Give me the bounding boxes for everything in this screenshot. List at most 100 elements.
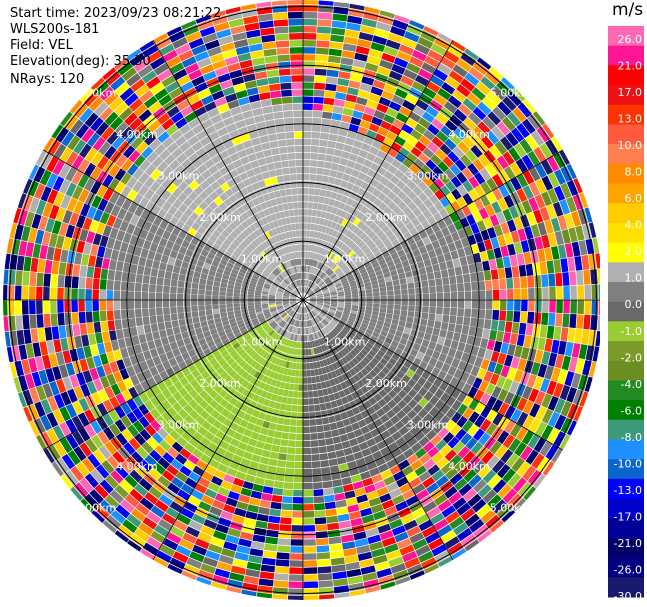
ppi-gate xyxy=(346,568,362,578)
ppi-gate xyxy=(207,148,219,159)
ppi-gate xyxy=(295,305,300,312)
ppi-gate xyxy=(71,288,78,300)
ppi-gate xyxy=(212,452,224,463)
ppi-gate xyxy=(293,482,303,490)
ppi-gate xyxy=(421,219,431,230)
ppi-gate xyxy=(8,315,16,331)
ppi-gate xyxy=(318,346,323,353)
ppi-gate xyxy=(371,246,380,254)
ppi-gate xyxy=(345,497,358,506)
ppi-gate xyxy=(284,262,289,269)
ppi-gate xyxy=(339,275,347,281)
ppi-gate xyxy=(324,501,336,510)
ppi-gate xyxy=(322,336,328,344)
ppi-gate xyxy=(470,365,480,377)
ppi-gate xyxy=(220,408,231,418)
ppi-gate xyxy=(143,324,152,334)
ppi-gate xyxy=(265,256,272,264)
ppi-gate xyxy=(309,301,316,305)
ppi-gate xyxy=(178,319,186,327)
ppi-gate xyxy=(317,280,324,286)
ppi-gate xyxy=(264,156,274,164)
ppi-gate xyxy=(241,379,250,388)
ppi-gate xyxy=(443,307,450,316)
ppi-gate xyxy=(277,287,285,292)
ppi-gate xyxy=(342,245,350,253)
ppi-gate xyxy=(214,375,224,385)
ppi-gate xyxy=(405,117,418,129)
ppi-gate xyxy=(263,324,271,331)
ppi-gate xyxy=(303,138,312,146)
ppi-gate xyxy=(290,355,295,362)
ppi-gate xyxy=(208,458,220,469)
ppi-gate xyxy=(171,441,184,453)
ppi-gate xyxy=(355,45,370,55)
ppi-gate xyxy=(256,311,263,315)
ppi-gate xyxy=(351,307,358,312)
ppi-gate xyxy=(443,373,453,384)
ppi-gate xyxy=(384,154,395,164)
ppi-gate xyxy=(237,244,246,252)
ppi-gate xyxy=(270,272,277,278)
ppi-gate xyxy=(200,437,211,448)
ppi-gate xyxy=(72,226,82,240)
ppi-gate xyxy=(452,146,465,159)
ppi-gate xyxy=(492,310,500,321)
ppi-gate xyxy=(569,271,577,286)
ppi-gate xyxy=(303,553,317,560)
ppi-gate xyxy=(389,101,402,112)
ppi-gate xyxy=(374,561,390,572)
ppi-gate xyxy=(262,309,270,313)
ppi-gate xyxy=(350,339,358,347)
ppi-gate xyxy=(232,454,243,464)
ppi-gate xyxy=(304,321,306,328)
ppi-gate xyxy=(309,362,314,370)
ppi-gate xyxy=(172,326,181,335)
ppi-gate xyxy=(230,338,238,346)
ppi-gate xyxy=(485,300,493,310)
ppi-gate xyxy=(134,122,148,136)
ppi-gate xyxy=(319,374,325,382)
ppi-gate xyxy=(170,111,184,124)
ppi-gate xyxy=(331,20,347,29)
ppi-gate xyxy=(332,265,340,272)
ppi-gate xyxy=(114,81,130,96)
ppi-gate xyxy=(351,422,360,431)
ppi-gate xyxy=(95,332,104,344)
ppi-gate xyxy=(581,254,590,270)
ppi-gate xyxy=(167,205,178,216)
ppi-gate xyxy=(276,277,282,283)
ppi-gate xyxy=(280,517,292,525)
ppi-gate xyxy=(268,229,275,238)
ppi-gate xyxy=(159,149,171,161)
ppi-gate xyxy=(470,222,480,234)
ppi-gate xyxy=(387,300,394,305)
ppi-gate xyxy=(547,395,559,411)
ppi-gate xyxy=(219,166,229,176)
ppi-gate xyxy=(551,246,560,260)
ppi-gate xyxy=(376,320,384,326)
ppi-gate xyxy=(564,371,575,387)
ppi-gate xyxy=(434,388,445,399)
ppi-gate xyxy=(179,448,192,459)
ppi-gate xyxy=(340,180,348,189)
ppi-gate xyxy=(348,317,355,323)
ppi-gate xyxy=(134,433,146,446)
ppi-gate xyxy=(170,279,178,287)
ppi-gate xyxy=(406,316,414,324)
ppi-gate xyxy=(368,146,380,156)
ppi-gate xyxy=(251,57,265,66)
ppi-gate xyxy=(250,490,262,500)
ppi-gate xyxy=(129,488,144,502)
ppi-gate xyxy=(46,246,55,261)
ppi-gate xyxy=(199,26,216,37)
ppi-gate xyxy=(384,337,393,345)
ppi-gate xyxy=(373,207,383,217)
ppi-gate xyxy=(3,300,8,316)
ppi-gate xyxy=(357,171,367,181)
ppi-gate xyxy=(192,544,208,556)
ppi-gate xyxy=(360,507,373,517)
ppi-gate xyxy=(512,498,528,514)
ppi-gate xyxy=(400,283,408,290)
ppi-gate xyxy=(523,486,538,502)
